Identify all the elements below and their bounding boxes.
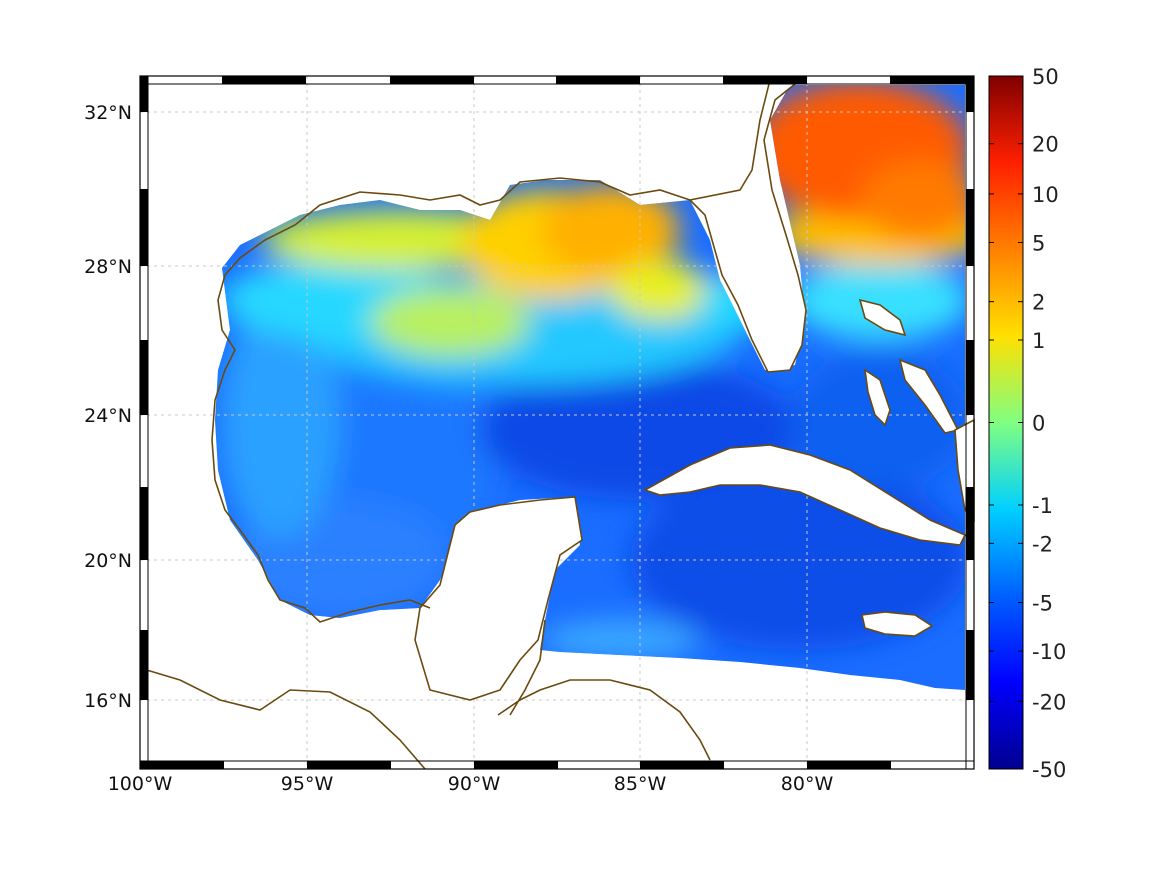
colorbar-tick-label: 0 — [1032, 412, 1045, 436]
pacific-coast — [139, 667, 426, 770]
colorbar-tick-label: 2 — [1032, 291, 1045, 315]
colorbar-tick-label: 5 — [1032, 231, 1045, 255]
bahamas-eleuthera — [898, 358, 960, 434]
y-tick-label: 20°N — [84, 550, 132, 572]
coastline — [414, 79, 975, 701]
y-tick-label: 16°N — [84, 690, 132, 712]
x-tick-label: 90°W — [448, 773, 501, 795]
gulf-coast — [211, 177, 691, 623]
colorbar-tick-label: -20 — [1032, 690, 1066, 714]
y-tick-label: 24°N — [84, 405, 132, 427]
colorbar-tick-label: 10 — [1032, 183, 1059, 207]
colorbar-tick-label: -1 — [1032, 494, 1053, 518]
frame-ticks — [139, 75, 975, 770]
florida — [688, 79, 807, 373]
jamaica — [861, 611, 934, 637]
belize-coast — [509, 619, 546, 716]
x-tick-label: 100°W — [108, 773, 173, 795]
colorbar-tick-label: -10 — [1032, 640, 1066, 664]
y-tick-labels: 32°N 28°N 24°N 20°N 16°N — [84, 102, 132, 712]
honduras-coast — [497, 679, 711, 761]
y-tick-label: 28°N — [84, 256, 132, 278]
bahamas-abaco — [858, 298, 907, 337]
colorbar-tick-label: 20 — [1032, 133, 1059, 157]
x-tick-label: 95°W — [281, 773, 334, 795]
x-tick-labels: 100°W 95°W 90°W 85°W 80°W — [108, 773, 834, 795]
colorbar-tick-label: 50 — [1032, 65, 1059, 89]
x-tick-label: 85°W — [614, 773, 667, 795]
bahamas-andros — [863, 368, 891, 427]
yucatan — [414, 496, 583, 701]
y-tick-label: 32°N — [84, 102, 132, 124]
colorbar-gradient — [988, 75, 1024, 770]
colorbar-tick-label: -50 — [1032, 758, 1066, 782]
colorbar-tick-label: 1 — [1032, 329, 1045, 353]
mainland-coastline — [139, 177, 711, 770]
colorbar-tick-label: -5 — [1032, 592, 1053, 616]
cuba — [643, 444, 967, 546]
colorbar-tick-label: -2 — [1032, 532, 1053, 556]
graticule — [140, 76, 974, 769]
x-tick-label: 80°W — [781, 773, 834, 795]
